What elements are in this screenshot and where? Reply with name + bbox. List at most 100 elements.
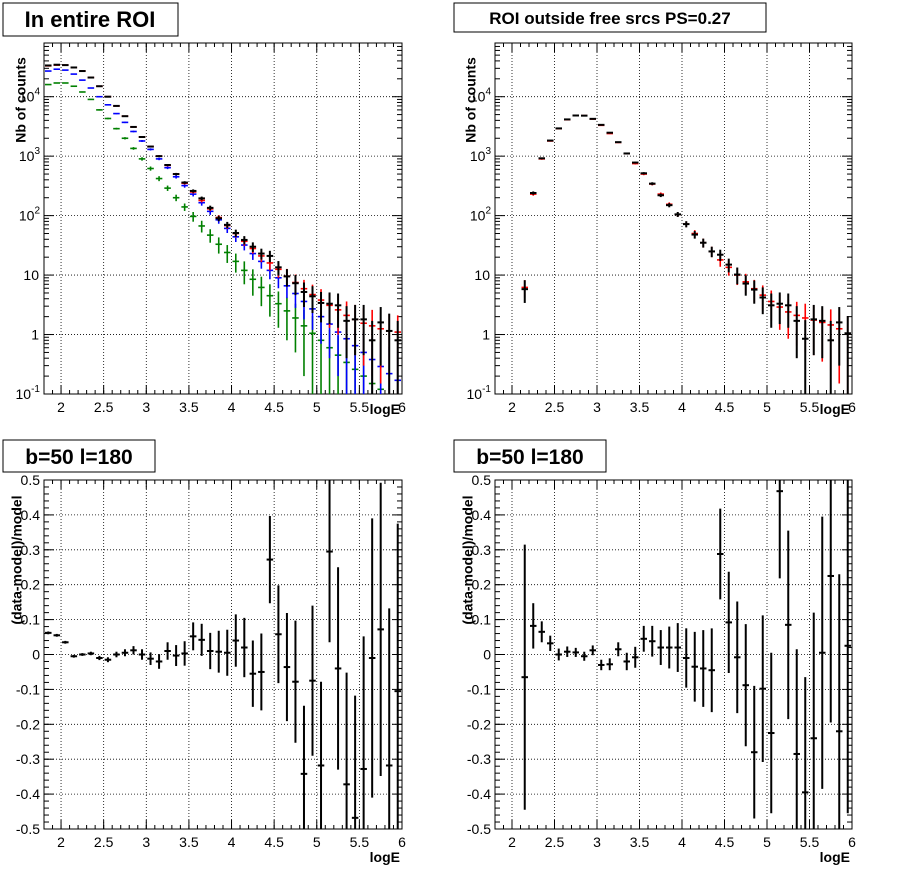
y-tick-label: 10 [23,267,39,283]
x-tick-label: 3.5 [630,399,650,415]
title-box [2,439,156,473]
x-tick-label: 4 [678,399,686,415]
y-tick-label: 0.4 [21,507,41,523]
y-tick-label: 0.4 [472,507,492,523]
y-tick-label: 0 [32,647,40,663]
x-tick-label: 3 [593,399,601,415]
y-axis-label: Nb of counts [13,57,29,143]
panel-counts-entire-roi: In entire ROI 2 2.5 3 3.5 4 4.5 5 5.5 6 10-1 1 10 10… [2,2,406,417]
x-tick-label: 3.5 [179,399,199,415]
x-tick-label: 3 [593,834,601,850]
y-tick-label: 103 [470,146,492,164]
x-tick-label: 2.5 [545,399,565,415]
y-tick-label: 102 [470,206,492,224]
x-tick-label: 2.5 [94,834,114,850]
x-tick-label: 4.5 [715,834,735,850]
plot-frame [494,42,853,395]
x-tick-label: 6 [848,399,856,415]
chart-title: ROI outside free srcs PS=0.27 [489,9,730,28]
x-tick-label: 5.5 [800,834,820,850]
x-tick-label: 2.5 [545,834,565,850]
y-tick-label: 10-1 [467,384,492,402]
chart-title: b=50 l=180 [25,446,132,469]
x-tick-label: 6 [398,399,406,415]
y-axis-label: (data-model)/model [9,495,25,624]
y-tick-label: 104 [19,87,41,105]
y-tick-label: -0.2 [16,716,40,732]
x-tick-label: 2 [57,399,65,415]
y-tick-label: -0.5 [467,821,491,837]
marks [521,114,851,394]
x-tick-label: 5 [313,834,321,850]
y-tick-label: -0.3 [467,751,491,767]
y-tick-label: -0.3 [16,751,40,767]
y-axis-label: Nb of counts [463,57,479,143]
y-tick-label: -0.1 [467,681,491,697]
title-box [453,2,767,33]
x-axis-label: logE [370,401,400,417]
y-tick-label: 102 [19,206,41,224]
ticks: 2 2.5 3 3.5 4 4.5 5 5.5 6 10-1 1 10 102 103 104 [467,42,856,415]
x-tick-label: 6 [848,834,856,850]
y-tick-label: 0.2 [472,577,492,593]
panel-residual-left: b=50 l=180 2 2.5 3 3.5 4 4.5 5 5.5 6 -0.5 -0.4 -0.3… [2,439,406,865]
ticks: 2 2.5 3 3.5 4 4.5 5 5.5 6 10-1 1 10 102 103 104 [16,42,406,415]
ticks: 2 2.5 3 3.5 4 4.5 5 5.5 6 -0.5 -0.4 -0.3 -0.2 -0.1 0 0.… [16,472,406,850]
x-tick-label: 3 [142,834,150,850]
plot-frame [43,479,403,830]
grid [495,43,853,394]
y-tick-label: 0.3 [472,542,492,558]
y-tick-label: -0.4 [16,786,40,802]
x-tick-label: 2 [508,399,516,415]
title-box [2,2,179,37]
x-tick-label: 4.5 [715,399,735,415]
x-tick-label: 2 [508,834,516,850]
x-axis-label: logE [370,849,400,865]
y-tick-label: 103 [19,146,41,164]
y-tick-label: 104 [470,87,492,105]
y-tick-label: 0 [483,647,491,663]
y-tick-label: 0.1 [21,612,41,628]
marks [45,63,401,394]
y-tick-label: 0.5 [21,472,41,488]
x-tick-label: 4 [678,834,686,850]
x-tick-label: 4 [228,834,236,850]
y-tick-label: -0.5 [16,821,40,837]
x-tick-label: 2.5 [94,399,114,415]
y-tick-label: 0.5 [472,472,492,488]
plot-frame [43,42,403,395]
y-tick-label: -0.1 [16,681,40,697]
title-box [453,439,607,473]
panel-counts-outside-srcs: ROI outside free srcs PS=0.27 2 2.5 3 3.5 4 4… [453,2,856,417]
y-tick-label: 0.1 [472,612,492,628]
y-tick-label: 10 [474,267,490,283]
x-tick-label: 5.5 [800,399,820,415]
x-tick-label: 3 [142,399,150,415]
y-tick-label: 0.3 [21,542,41,558]
x-tick-label: 5 [313,399,321,415]
x-axis-label: logE [820,849,850,865]
marks [521,480,851,829]
x-tick-label: 6 [398,834,406,850]
x-tick-label: 5.5 [350,399,370,415]
x-tick-label: 5 [763,399,771,415]
chart-title: b=50 l=180 [476,446,583,469]
y-tick-label: 10-1 [16,384,41,402]
y-tick-label: 1 [482,327,490,343]
x-tick-label: 3.5 [630,834,650,850]
x-tick-label: 5 [763,834,771,850]
x-tick-label: 4.5 [264,834,284,850]
ticks: 2 2.5 3 3.5 4 4.5 5 5.5 6 -0.5 -0.4 -0.3 -0.2 -0.1 0 0.… [467,472,856,850]
y-tick-label: -0.4 [467,786,491,802]
x-tick-label: 5.5 [350,834,370,850]
x-tick-label: 4.5 [264,399,284,415]
y-tick-label: 1 [31,327,39,343]
marks [45,480,401,829]
grid [495,480,853,829]
x-axis-label: logE [820,401,850,417]
panel-residual-right: b=50 l=180 2 2.5 3 3.5 4 4.5 5 5.5 6 -0.5 -0.4 -0.3… [453,439,856,865]
y-tick-label: 0.2 [21,577,41,593]
chart-title: In entire ROI [25,7,156,32]
x-tick-label: 3.5 [179,834,199,850]
